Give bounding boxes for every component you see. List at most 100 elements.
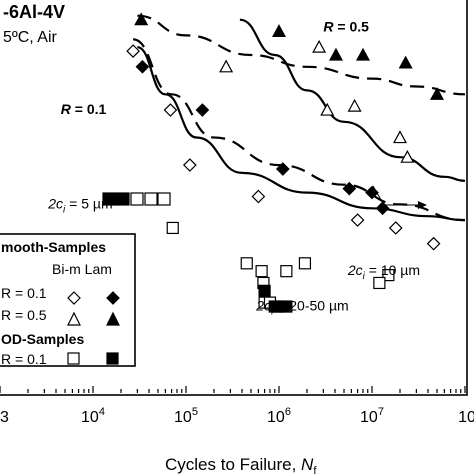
data-point-square-filled-4 (280, 300, 293, 313)
annotation-2-part-2: = 0.1 (71, 101, 107, 117)
data-point-triangle-open-2 (312, 39, 327, 53)
data-point-square-open-9 (382, 269, 395, 282)
legend-marker-diamond-open (67, 291, 81, 305)
data-point-diamond-open-2 (163, 103, 178, 117)
data-point-square-open-10 (373, 276, 386, 290)
data-point-triangle-open-6 (400, 149, 415, 163)
annotation-2: R = 0.1 (61, 101, 107, 117)
annotation-5-part-2: i (271, 306, 274, 317)
x-tick-label-4-exponent: 6 (285, 406, 291, 418)
x-tick-label-3-exponent: 5 (192, 406, 198, 418)
marker-5um-filled-2 (115, 192, 130, 206)
legend-column-headers: Bi-m Lam (52, 261, 112, 277)
x-axis-label-subscript: f (313, 465, 317, 474)
data-point-triangle-filled-4 (355, 47, 370, 61)
marker-5um-filled-1 (102, 192, 117, 206)
x-axis-label-symbol: N (301, 455, 314, 474)
data-point-triangle-open-5 (392, 130, 408, 144)
annotation-4-part-1: 2c (347, 262, 363, 278)
annotation-3-part-3: = 5 µm (65, 195, 112, 211)
legend-marker-triangle-filled (106, 311, 120, 326)
x-tick-label-2: 104 (81, 406, 105, 426)
fit-curve-3 (137, 46, 466, 222)
chart-title-line-2: 5ºC, Air (3, 29, 58, 46)
x-tick-label-2-base: 10 (81, 409, 99, 426)
legend-row-2-label: R = 0.5 (1, 307, 47, 323)
data-point-triangle-open-1 (219, 59, 234, 73)
legend-marker-triangle-open (67, 311, 81, 326)
x-tick-label-6-base: 10 (458, 409, 474, 426)
data-point-diamond-filled-4 (342, 181, 357, 196)
marker-5um-open-3 (157, 192, 171, 206)
x-tick-label-1: 3 (0, 409, 9, 426)
plot-frame (0, 0, 468, 396)
data-point-diamond-filled-1 (135, 59, 150, 74)
data-point-diamond-open-6 (388, 221, 403, 235)
annotation-2-part-1: R (61, 101, 72, 117)
x-tick-label-1-base: 3 (0, 409, 9, 426)
data-point-square-open-3 (255, 265, 268, 278)
fit-curve-4 (239, 18, 466, 182)
marker-5um-open-1 (130, 192, 144, 206)
legend-marker-diamond-filled (106, 291, 120, 305)
data-point-diamond-open-1 (126, 44, 140, 58)
data-point-diamond-filled-2 (195, 103, 210, 117)
annotation-5-part-3: = 20-50 µm (273, 297, 348, 313)
legend-row-1-label: R = 0.1 (1, 285, 47, 301)
data-point-triangle-filled-6 (429, 87, 445, 100)
x-tick-label-2-exponent: 4 (99, 406, 105, 418)
x-tick-label-3-base: 10 (174, 409, 192, 426)
x-axis-label-text: Cycles to Failure, (165, 455, 301, 474)
x-tick-label-6: 10 (458, 409, 474, 426)
annotation-5-part-1: 2c (255, 297, 271, 313)
annotation-5: 2ci = 20-50 µm (255, 297, 348, 317)
data-point-triangle-open-4 (347, 98, 362, 112)
arrow-annotation (372, 185, 427, 209)
x-tick-label-3: 105 (174, 406, 198, 426)
legend-row-3-label: R = 0.1 (1, 351, 47, 367)
crack-size-5um-markers (102, 192, 171, 206)
curves-layer (132, 14, 466, 222)
annotation-3-part-2: i (63, 204, 66, 215)
x-tick-label-5-base: 10 (360, 409, 378, 426)
annotation-3: 2ci = 5 µm (47, 195, 112, 215)
fit-curve-1 (132, 38, 466, 222)
data-point-triangle-open-3 (320, 102, 335, 116)
data-point-square-open-8 (298, 257, 312, 270)
annotation-3-part-1: 2c (47, 195, 63, 211)
annotation-4-part-3: = 10 µm (365, 262, 420, 278)
legend-fod-heading: OD-Samples (1, 331, 84, 347)
data-point-square-open-1 (166, 221, 179, 235)
x-axis: 3 104 105 106 107 10 (0, 386, 474, 426)
arrow-head (418, 201, 427, 209)
x-axis-title: Cycles to Failure, Nf (165, 455, 317, 474)
title-block: -6Al-4V 5ºC, Air (3, 2, 65, 46)
x-tick-label-4-base: 10 (267, 409, 285, 426)
data-point-diamond-open-4 (251, 189, 266, 204)
legend-marker-square-open (67, 352, 80, 365)
data-point-triangle-filled-5 (398, 55, 413, 69)
data-point-diamond-open-7 (426, 236, 441, 251)
chart-title-line-1: -6Al-4V (3, 2, 65, 22)
data-point-triangle-filled-2 (271, 24, 287, 38)
x-tick-label-4: 106 (267, 406, 291, 426)
data-point-triangle-filled-1 (134, 12, 149, 26)
x-tick-label-5: 107 (360, 406, 384, 426)
data-point-diamond-open-5 (350, 213, 365, 227)
data-point-square-filled-1 (258, 284, 271, 297)
data-point-square-open-2 (240, 257, 253, 270)
arrow-line (372, 185, 418, 206)
annotation-4-part-2: i (363, 271, 366, 282)
x-tick-label-5-exponent: 7 (378, 406, 384, 418)
data-point-square-open-7 (280, 265, 293, 278)
legend-smooth-heading: mooth-Samples (1, 239, 106, 255)
x-axis-label: Cycles to Failure, Nf (165, 455, 317, 474)
annotation-4: 2ci = 10 µm (347, 262, 420, 282)
data-point-diamond-filled-6 (375, 201, 390, 216)
annotation-1-part-1: R (323, 18, 334, 34)
annotation-1: R = 0.5 (323, 18, 369, 34)
legend: mooth-Samples Bi-m Lam R = 0.1 R = 0.5 O… (0, 233, 136, 367)
fit-curve-2 (137, 14, 466, 96)
